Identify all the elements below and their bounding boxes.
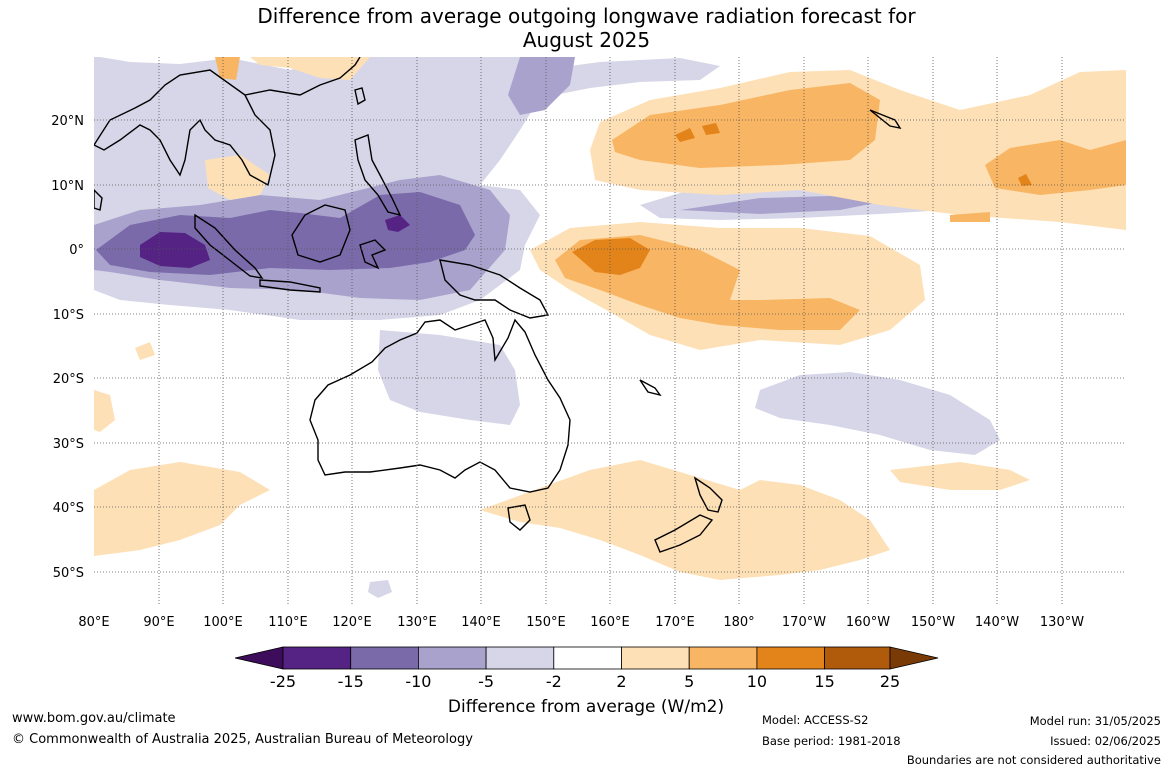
copyright-text: © Commonwealth of Australia 2025, Austra…: [12, 732, 473, 747]
lon-label: 100°E: [203, 615, 243, 630]
colorbar-tick: 25: [880, 672, 900, 691]
taiwan-coastline: [354, 87, 366, 106]
lon-label: 160°W: [846, 615, 890, 630]
colorbar-segment: [688, 646, 758, 670]
colorbar-segment: [282, 646, 352, 670]
colorbar: -25 -15 -10 -5 -2 2 5 10 15 25 Differenc…: [234, 646, 939, 717]
lon-label: 150°W: [911, 615, 955, 630]
colorbar-extend-max: [889, 646, 939, 670]
issued-date: Issued: 02/06/2025: [1050, 734, 1161, 748]
lon-label: 130°W: [1040, 615, 1084, 630]
colorbar-tick: -25: [270, 672, 296, 691]
base-period: Base period: 1981-2018: [762, 734, 901, 748]
sulawesi-coastline: [359, 239, 387, 270]
colorbar-segment: [553, 646, 622, 670]
anomaly-shading: [94, 57, 1126, 598]
colorbar-tick: -10: [405, 672, 431, 691]
australia-coastline: [309, 318, 571, 493]
anomaly-region-small-light-purple: [368, 580, 392, 598]
colorbar-segment: [485, 646, 555, 670]
lon-label: 140°W: [975, 615, 1019, 630]
anomaly-region-australia-light-purple: [378, 330, 520, 425]
lon-label: 180°: [723, 615, 754, 630]
graticule: [94, 57, 1126, 604]
model-run-date: Model run: 31/05/2025: [1029, 714, 1161, 728]
lon-label: 170°W: [782, 615, 826, 630]
lat-label: 30°S: [53, 437, 84, 452]
colorbar-tick: -15: [338, 672, 364, 691]
anomaly-region-sulawesi-darkest-purple: [385, 215, 410, 232]
new-zealand-south-coastline: [654, 514, 714, 553]
hawaii-coastline: [869, 109, 902, 130]
anomaly-region-east-pacific-light-orange: [890, 462, 1030, 490]
map-title-line-1: Difference from average outgoing longwav…: [257, 4, 916, 28]
colorbar-tick: 2: [616, 672, 626, 691]
anomaly-region-band-medium-orange: [950, 212, 990, 222]
anomaly-region-north-light-orange: [250, 57, 370, 80]
east-asia-coastline: [244, 57, 361, 96]
lon-label: 110°E: [268, 615, 308, 630]
latitude-labels: 20°N 10°N 0° 10°S 20°S 30°S 40°S 50°S: [51, 114, 84, 581]
lon-label: 130°E: [397, 615, 437, 630]
colorbar-tick: 15: [814, 672, 834, 691]
sumatra-coastline: [194, 213, 264, 279]
anomaly-region-north-pacific-medium-orange: [612, 83, 880, 168]
tasmania-coastline: [507, 504, 531, 531]
new-guinea-coastline: [439, 259, 550, 319]
anomaly-region-north-dark-orange: [675, 128, 695, 142]
lat-label: 10°N: [51, 179, 84, 194]
lon-label: 150°E: [526, 615, 566, 630]
anomaly-region-east-dark-orange: [1018, 174, 1032, 186]
colorbar-extend-min: [234, 646, 284, 670]
anomaly-region-north-dark-orange-2: [702, 123, 720, 135]
anomaly-region-indochina-light-orange: [205, 155, 270, 200]
philippines-coastline: [354, 134, 402, 217]
colorbar-segment: [417, 646, 487, 670]
lat-label: 20°S: [53, 372, 84, 387]
sri-lanka-coastline: [94, 189, 103, 211]
lat-label: 40°S: [53, 501, 84, 516]
anomaly-region-pacific-light-purple: [755, 372, 1000, 455]
lat-label: 10°S: [53, 308, 84, 323]
colorbar-segment: [621, 646, 690, 670]
lon-label: 90°E: [143, 615, 174, 630]
lon-label: 140°E: [461, 615, 501, 630]
colorbar-segment: [756, 646, 826, 670]
lon-label: 120°E: [332, 615, 372, 630]
lat-label: 0°: [69, 243, 84, 258]
lon-label: 80°E: [78, 615, 109, 630]
anomaly-region-south-indian-light-orange: [94, 462, 270, 556]
coastlines: [94, 57, 902, 553]
anomaly-region-small-light-orange: [135, 342, 155, 360]
colorbar-segment: [350, 646, 419, 670]
model-name: Model: ACCESS-S2: [762, 713, 869, 727]
asia-mainland-coastline: [94, 69, 276, 187]
map-title-line-2: August 2025: [522, 28, 651, 52]
anomaly-region-tasman-light-orange: [480, 460, 890, 580]
anomaly-region-equatorial-dark-orange: [572, 238, 650, 275]
colorbar-tick: -5: [478, 672, 494, 691]
boundaries-disclaimer: Boundaries are not considered authoritat…: [906, 753, 1161, 767]
new-zealand-north-coastline: [693, 476, 723, 513]
website-link[interactable]: www.bom.gov.au/climate: [12, 711, 176, 726]
colorbar-tick: 5: [684, 672, 694, 691]
java-coastline: [259, 279, 321, 293]
lon-label: 160°E: [590, 615, 630, 630]
colorbar-tick: -2: [546, 672, 562, 691]
longitude-labels: 80°E 90°E 100°E 110°E 120°E 130°E 140°E …: [78, 615, 1084, 630]
anomaly-region-sumatra-darkest-purple: [140, 232, 210, 268]
colorbar-tick: 10: [747, 672, 767, 691]
anomaly-region-northwest-medium-purple: [508, 57, 575, 115]
anomaly-region-band-medium-purple: [680, 196, 880, 214]
colorbar-segment: [824, 646, 891, 670]
colorbar-label: Difference from average (W/m2): [448, 697, 724, 717]
borneo-coastline: [291, 204, 351, 263]
lat-label: 50°S: [53, 566, 84, 581]
anomaly-region-west-light-orange: [94, 390, 115, 432]
new-caledonia-coastline: [639, 379, 662, 397]
lat-label: 20°N: [51, 114, 84, 129]
anomaly-region-northwest-medium-orange: [215, 57, 240, 80]
lon-label: 170°E: [655, 615, 695, 630]
